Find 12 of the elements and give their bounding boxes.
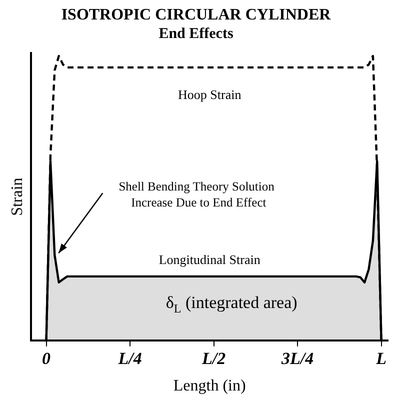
- x-axis-title: Length (in): [173, 378, 246, 395]
- x-tick-label: L/2: [200, 348, 226, 368]
- chart-subtitle: End Effects: [158, 26, 234, 42]
- x-tick-label: L: [375, 348, 386, 368]
- y-axis-title: Strain: [8, 178, 26, 216]
- chart-title: ISOTROPIC CIRCULAR CYLINDER: [61, 6, 332, 24]
- annotation: Shell Bending Theory Solution Increase Due to End Effect: [118, 179, 276, 210]
- series-label: Longitudinal Strain: [158, 252, 261, 267]
- x-tick-label: L/4: [117, 348, 142, 368]
- series-label: Hoop Strain: [178, 86, 242, 102]
- x-tick-label: 0: [42, 348, 52, 368]
- x-tick-label: 3L/4: [280, 348, 314, 368]
